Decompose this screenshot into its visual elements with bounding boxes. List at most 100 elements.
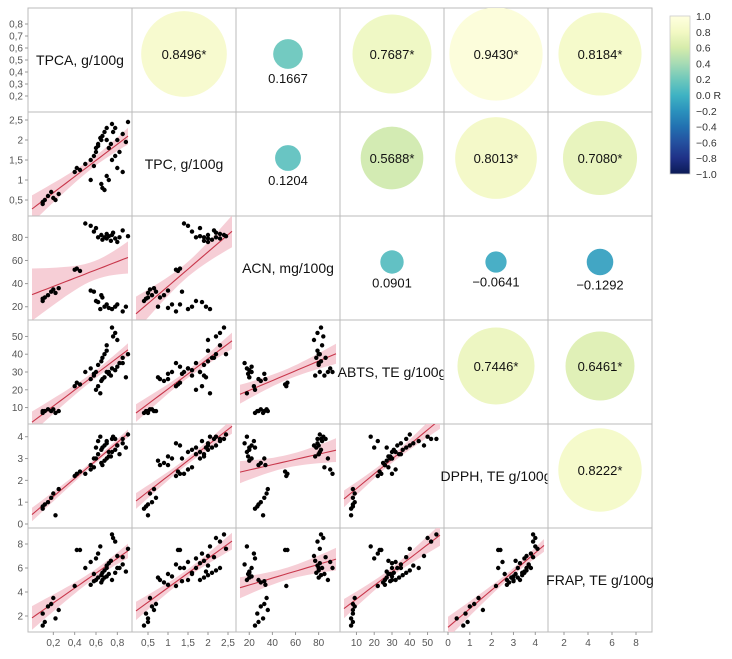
data-point	[317, 546, 322, 551]
colorbar-scale	[669, 15, 691, 175]
data-point	[263, 582, 268, 587]
data-point	[530, 539, 536, 544]
data-point	[169, 456, 175, 461]
data-point	[115, 165, 120, 171]
panel-r0-c2: 0.1667	[235, 7, 341, 113]
panel-frame	[443, 423, 549, 529]
data-point	[319, 343, 325, 348]
data-point	[120, 562, 125, 567]
y-tick-label: 20	[12, 385, 24, 396]
data-point	[207, 391, 213, 396]
data-point	[522, 569, 527, 574]
y-tick-label: 2	[17, 136, 23, 147]
correlation-bubble	[273, 39, 303, 69]
data-point	[421, 443, 427, 448]
data-point	[389, 561, 395, 566]
data-point	[352, 500, 357, 505]
data-point	[395, 443, 400, 448]
data-point	[189, 447, 195, 452]
data-point	[165, 462, 171, 468]
data-point	[161, 580, 167, 585]
data-point	[217, 436, 223, 442]
data-point	[56, 191, 61, 197]
data-point	[102, 352, 107, 357]
data-point	[109, 577, 115, 583]
data-point	[504, 582, 510, 587]
data-point	[145, 290, 151, 296]
data-point	[249, 364, 254, 369]
data-point	[115, 137, 120, 143]
data-point	[42, 197, 47, 203]
data-point	[51, 595, 56, 601]
data-point	[265, 486, 270, 492]
data-point	[425, 535, 430, 541]
data-point	[98, 306, 103, 312]
y-tick-label: 2	[17, 612, 23, 623]
correlation-bubble	[586, 248, 614, 276]
panel-r5-c0	[27, 527, 133, 633]
data-point	[244, 391, 250, 396]
data-point	[145, 410, 151, 416]
data-point	[155, 575, 161, 580]
data-point	[244, 434, 250, 439]
data-point	[313, 373, 318, 378]
data-point	[217, 343, 223, 348]
correlation-value: 0.8184*	[578, 47, 623, 62]
data-point	[95, 575, 101, 580]
data-point	[189, 229, 195, 234]
data-point	[221, 436, 227, 442]
data-point	[193, 298, 199, 304]
data-point	[93, 445, 99, 450]
data-point	[149, 293, 155, 298]
panel-r4-c5: 0.8222*	[547, 423, 653, 529]
data-point	[211, 555, 217, 560]
data-point	[311, 337, 317, 343]
data-point	[315, 441, 320, 446]
data-point	[108, 238, 114, 243]
data-point	[88, 223, 93, 228]
x-tick-label: 80	[313, 638, 325, 649]
data-point	[88, 157, 93, 163]
regression-line	[31, 256, 129, 296]
data-point	[209, 445, 215, 450]
data-point	[45, 193, 51, 199]
panel-r4-c2	[235, 423, 341, 529]
data-point	[165, 305, 171, 311]
data-point	[368, 544, 373, 549]
data-point	[407, 432, 412, 437]
data-point	[201, 238, 207, 243]
data-point	[511, 579, 516, 584]
data-point	[350, 619, 356, 625]
variable-label: TPCA, g/100g	[36, 52, 124, 68]
data-point	[193, 452, 199, 457]
panel-r3-c4: 0.7446*	[443, 319, 549, 425]
data-point	[318, 532, 324, 537]
data-point	[207, 306, 213, 312]
data-point	[262, 371, 267, 376]
data-point	[522, 556, 527, 561]
x-tick-label: 20	[369, 638, 381, 649]
data-point	[123, 375, 129, 380]
data-point	[328, 366, 333, 371]
data-point	[515, 565, 520, 571]
data-point	[109, 306, 115, 312]
correlation-bubble	[449, 8, 543, 101]
data-point	[193, 360, 199, 366]
data-point	[411, 441, 416, 446]
data-point	[53, 410, 58, 416]
data-point	[179, 289, 185, 294]
data-point	[203, 569, 209, 574]
data-point	[502, 571, 507, 577]
data-point	[404, 445, 409, 450]
data-point	[95, 299, 101, 305]
data-point	[372, 445, 377, 450]
data-point	[42, 295, 47, 300]
data-point	[40, 623, 45, 628]
data-point	[53, 513, 58, 518]
data-point	[350, 611, 356, 616]
data-point	[149, 604, 155, 609]
data-point	[99, 181, 104, 187]
data-point	[205, 553, 211, 559]
data-point	[252, 556, 258, 561]
data-point	[165, 582, 171, 587]
